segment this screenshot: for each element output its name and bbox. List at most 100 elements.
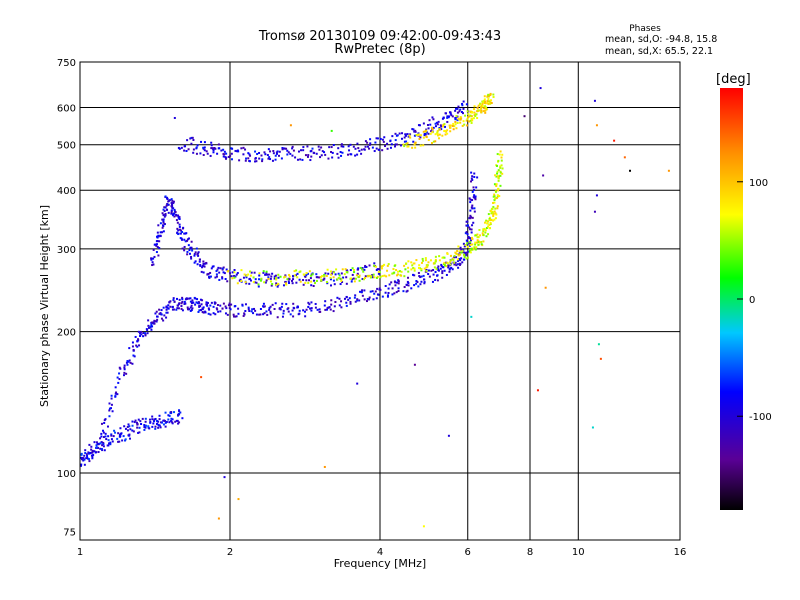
trace-point	[334, 300, 337, 303]
trace-point	[421, 259, 424, 262]
trace-point	[85, 457, 88, 460]
trace-point	[180, 302, 183, 305]
trace-point	[376, 275, 379, 278]
trace-point	[238, 159, 241, 162]
trace-point	[286, 153, 289, 156]
trace-point	[474, 241, 477, 244]
trace-point	[255, 160, 258, 163]
trace-point	[298, 278, 301, 281]
trace-point	[375, 137, 378, 140]
trace-point	[322, 278, 325, 281]
trace-point	[147, 324, 150, 327]
trace-point	[143, 425, 146, 428]
trace-point	[308, 279, 311, 282]
trace-point	[171, 203, 174, 206]
trace-point	[202, 146, 205, 149]
trace-point	[252, 276, 255, 279]
trace-point	[260, 154, 263, 157]
trace-point	[255, 313, 258, 316]
trace-point	[302, 279, 305, 282]
trace-point	[168, 414, 171, 417]
trace-point	[364, 140, 367, 143]
trace-point	[90, 445, 93, 448]
trace-point	[318, 308, 321, 311]
trace-point	[173, 411, 176, 414]
trace-point	[242, 276, 245, 279]
noise-point	[173, 116, 176, 119]
trace-point	[476, 110, 479, 113]
trace-point	[137, 330, 140, 333]
trace-point	[320, 154, 323, 157]
trace-point	[83, 463, 86, 466]
trace-point	[471, 224, 474, 227]
trace-point	[262, 313, 265, 316]
trace-point	[449, 124, 452, 127]
trace-point	[200, 309, 203, 312]
trace-point	[216, 308, 219, 311]
trace-point	[497, 177, 500, 180]
trace-point	[101, 444, 104, 447]
trace-point	[180, 307, 183, 310]
trace-point	[446, 115, 449, 118]
trace-point	[479, 103, 482, 106]
trace-point	[149, 420, 152, 423]
trace-point	[341, 280, 344, 283]
trace-point	[291, 309, 294, 312]
trace-point	[181, 298, 184, 301]
trace-point	[132, 354, 135, 357]
trace-point	[181, 296, 184, 299]
trace-point	[165, 204, 168, 207]
trace-point	[202, 271, 205, 274]
trace-point	[329, 276, 332, 279]
trace-point	[287, 277, 290, 280]
trace-point	[124, 438, 127, 441]
colorbar-label: [deg]	[716, 72, 751, 87]
trace-point	[233, 271, 236, 274]
trace-point	[201, 266, 204, 269]
trace-point	[365, 300, 368, 303]
trace-point	[240, 280, 243, 283]
trace-point	[268, 308, 271, 311]
trace-point	[281, 302, 284, 305]
trace-point	[457, 118, 460, 121]
trace-point	[408, 134, 411, 137]
x-axis-label: Frequency [MHz]	[334, 557, 426, 570]
trace-point	[431, 116, 434, 119]
trace-point	[454, 261, 457, 264]
trace-point	[154, 320, 157, 323]
trace-point	[310, 274, 313, 277]
trace-point	[184, 240, 187, 243]
colorbar	[720, 88, 743, 510]
trace-point	[330, 299, 333, 302]
trace-point	[128, 425, 131, 428]
trace-point	[258, 278, 261, 281]
trace-point	[266, 154, 269, 157]
trace-point	[471, 111, 474, 114]
trace-point	[417, 285, 420, 288]
trace-point	[205, 150, 208, 153]
trace-point	[406, 280, 409, 283]
trace-point	[434, 271, 437, 274]
trace-point	[138, 344, 141, 347]
trace-point	[410, 261, 413, 264]
trace-point	[420, 280, 423, 283]
trace-point	[497, 189, 500, 192]
trace-point	[492, 212, 495, 215]
trace-point	[114, 386, 117, 389]
trace-point	[429, 132, 432, 135]
noise-point	[539, 87, 542, 90]
trace-point	[222, 148, 225, 151]
trace-point	[307, 305, 310, 308]
trace-point	[157, 254, 160, 257]
x-tick-label: 2	[227, 547, 233, 558]
trace-point	[495, 213, 498, 216]
trace-point	[493, 218, 496, 221]
trace-point	[108, 402, 111, 405]
trace-point	[436, 134, 439, 137]
trace-point	[496, 195, 499, 198]
trace-point	[162, 319, 165, 322]
trace-point	[133, 421, 136, 424]
trace-point	[231, 147, 234, 150]
noise-point	[330, 129, 333, 132]
trace-point	[450, 259, 453, 262]
